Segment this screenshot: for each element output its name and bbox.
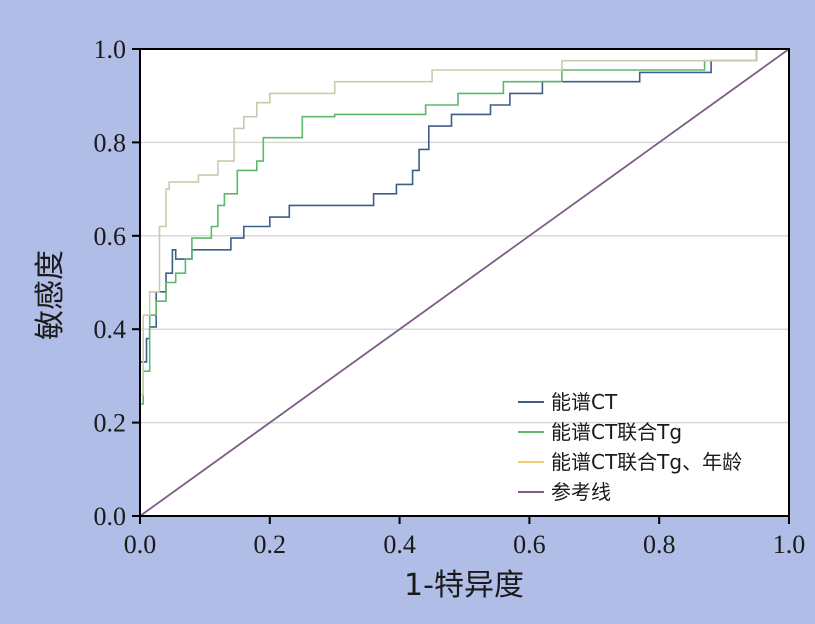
plot-frame: [139, 48, 790, 517]
y-tick-label: 0.8: [94, 128, 127, 157]
legend-label: 参考线: [551, 480, 611, 504]
x-tick-label: 0.8: [643, 530, 676, 559]
series-group: [139, 48, 790, 517]
x-tick-label: 1.0: [773, 530, 806, 559]
y-tick-label: 1.0: [94, 35, 127, 64]
x-tick-label: 0.0: [124, 530, 157, 559]
y-tick-label: 0.0: [94, 502, 127, 531]
x-tick-label: 0.2: [254, 530, 287, 559]
x-axis-label: 1-特异度: [404, 568, 524, 603]
y-axis-label: 敏感度: [33, 250, 68, 340]
x-axis-ticks: 0.0 0.2 0.4 0.6 0.8 1.0: [124, 516, 806, 559]
series-line-2: [139, 48, 789, 516]
legend-label: 能谱CT: [551, 390, 618, 414]
series-line-3: [139, 48, 790, 517]
legend-label: 能谱CT联合Tg: [551, 420, 682, 444]
series-line-1: [139, 48, 789, 516]
y-tick-label: 0.4: [94, 315, 127, 344]
grid-lines: [140, 141, 789, 424]
y-tick-label: 0.6: [94, 222, 127, 251]
x-tick-label: 0.6: [513, 530, 546, 559]
legend-label: 能谱CT联合Tg、年龄: [551, 450, 742, 474]
x-tick-label: 0.4: [383, 530, 416, 559]
y-tick-label: 0.2: [94, 409, 127, 438]
y-axis-ticks: 0.0 0.2 0.4 0.6 0.8 1.0: [94, 35, 140, 531]
